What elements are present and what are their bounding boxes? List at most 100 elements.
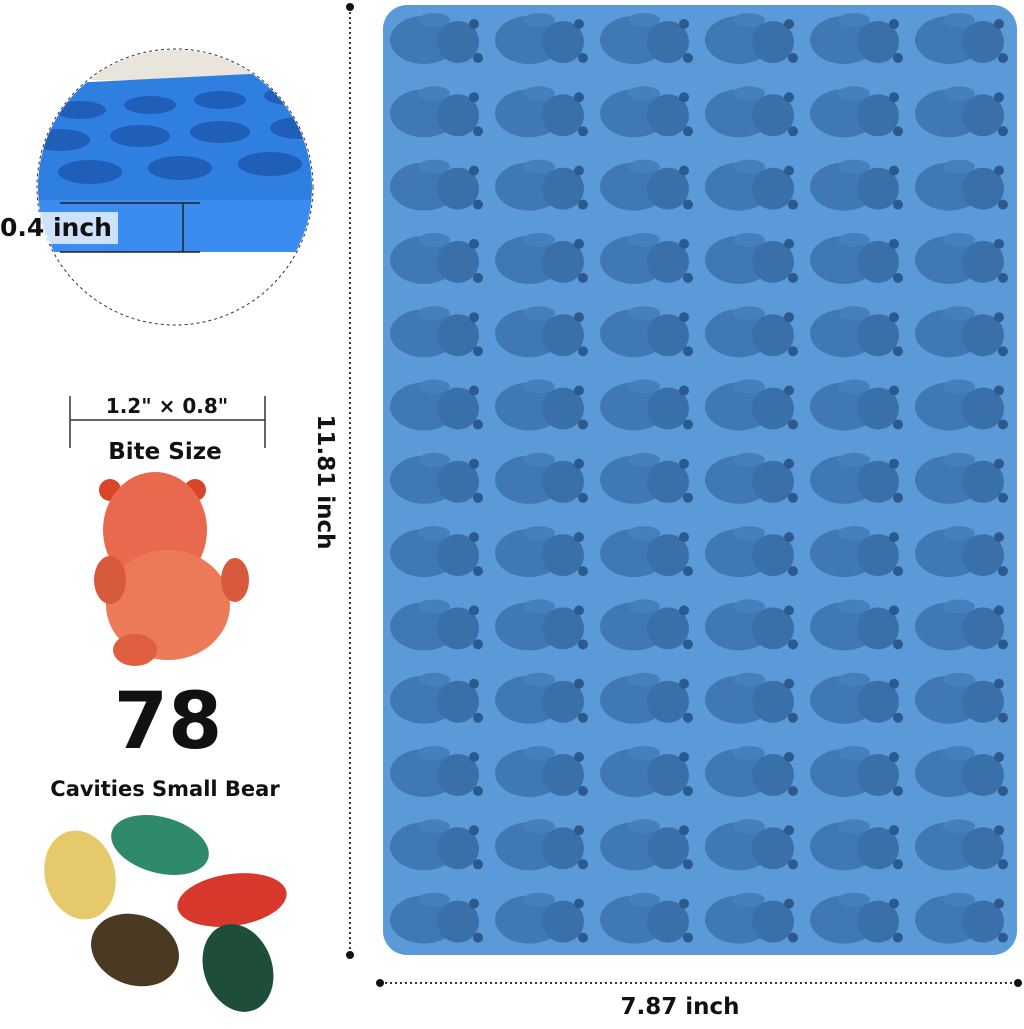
bite-dimensions: 1.2" × 0.8"	[106, 394, 228, 418]
cavity-paw	[943, 159, 975, 174]
cavity-paw	[943, 86, 975, 101]
cavity-paw	[418, 306, 450, 321]
cavity-ear	[784, 678, 794, 689]
cavity-ear	[473, 272, 483, 283]
bear-cavity	[810, 232, 903, 284]
cavity-paw	[733, 746, 765, 760]
bear-cavity	[810, 306, 903, 358]
bear-cavity	[495, 599, 588, 651]
cavity-ear	[994, 312, 1004, 323]
cavity-head	[857, 900, 899, 943]
cavity-head	[857, 754, 899, 796]
cavity-ear	[788, 199, 798, 210]
bear-cavity	[915, 159, 1008, 211]
cavity-ear	[994, 825, 1004, 836]
cavity-paw	[838, 892, 870, 907]
cavity-ear	[469, 678, 479, 689]
cavity-ear	[994, 92, 1004, 103]
cavity-paw	[523, 746, 555, 760]
bear-cavity	[495, 379, 588, 431]
cavity-ear	[998, 419, 1008, 430]
bear-cavity	[390, 306, 483, 358]
cavity-ear	[994, 898, 1004, 909]
cavity-head	[647, 240, 689, 283]
cavity-head	[857, 240, 899, 283]
cavity-paw	[943, 892, 975, 907]
cavity-head	[962, 607, 1004, 650]
cavity-paw	[418, 599, 450, 614]
cavity-ear	[578, 346, 588, 357]
cavity-paw	[418, 159, 450, 174]
cavity-ear	[574, 605, 584, 616]
bear-cavity	[390, 159, 483, 211]
cavity-head	[437, 900, 479, 943]
bear-cavity	[600, 526, 693, 578]
cavity-ear	[784, 898, 794, 909]
bear-cavity	[810, 13, 903, 64]
cavity-ear	[469, 605, 479, 616]
cavity-head	[437, 534, 479, 577]
cavity-ear	[784, 458, 794, 469]
bear-cavity	[600, 819, 693, 871]
cavity-ear	[683, 932, 693, 943]
cavity-ear	[473, 419, 483, 430]
cavity-ear	[893, 53, 903, 63]
width-dimension	[376, 979, 1022, 987]
cavity-paw	[523, 599, 555, 614]
bear-cavity	[915, 746, 1008, 797]
cavity-ear	[998, 712, 1008, 723]
cavity-ear	[469, 898, 479, 909]
cavity-paw	[943, 526, 975, 541]
cavity-head	[752, 607, 794, 650]
cavity-ear	[679, 532, 689, 543]
cavity-count: 78	[114, 677, 223, 767]
cavity-head	[647, 754, 689, 796]
bear-cavity	[600, 86, 693, 138]
cavity-ear	[784, 19, 794, 29]
bear-cavity	[705, 306, 798, 358]
cavity-head	[437, 167, 479, 210]
cavity-paw	[838, 232, 870, 247]
cavity-ear	[889, 165, 899, 176]
bear-cavity	[810, 746, 903, 797]
bear-cavity	[705, 526, 798, 578]
bear-cavity	[390, 746, 483, 797]
cavity-ear	[998, 786, 1008, 796]
cavity-head	[542, 314, 584, 357]
cavity-ear	[578, 272, 588, 283]
cavity-head	[437, 607, 479, 650]
cavity-paw	[838, 599, 870, 614]
cavity-head	[647, 534, 689, 577]
bear-cavity	[810, 672, 903, 724]
cavity-head	[437, 240, 479, 283]
cavity-ear	[893, 492, 903, 503]
cavity-paw	[418, 892, 450, 907]
cavity-ear	[893, 566, 903, 577]
cavity-paw	[733, 819, 765, 834]
cavity-head	[857, 680, 899, 723]
cavity-ear	[784, 752, 794, 762]
cavity-head	[647, 607, 689, 650]
cavity-ear	[574, 898, 584, 909]
cavity-head	[962, 21, 1004, 63]
cavity-head	[752, 460, 794, 503]
cavity-head	[647, 680, 689, 723]
cavity-ear	[893, 932, 903, 943]
cavity-ear	[998, 566, 1008, 577]
cavity-paw	[418, 86, 450, 101]
cavity-ear	[784, 605, 794, 616]
cavity-ear	[788, 272, 798, 283]
cavity-ear	[889, 19, 899, 29]
cavity-ear	[578, 712, 588, 723]
bear-cavity	[705, 86, 798, 138]
bear-cavity	[705, 159, 798, 211]
cavity-ear	[473, 932, 483, 943]
cavity-ear	[469, 532, 479, 543]
cavity-ear	[998, 126, 1008, 137]
cavity-paw	[418, 672, 450, 687]
cavity-paw	[628, 819, 660, 834]
cavity-head	[542, 387, 584, 430]
cavity-ear	[994, 238, 1004, 249]
cavity-ear	[889, 678, 899, 689]
cavity-ear	[994, 19, 1004, 29]
